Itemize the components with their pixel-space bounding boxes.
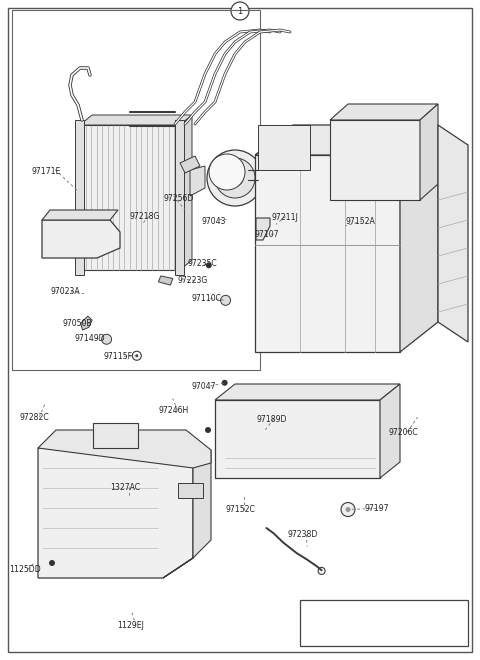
Text: 97115F: 97115F: [103, 352, 132, 361]
Text: - NOTE -: - NOTE -: [304, 608, 334, 614]
Polygon shape: [330, 104, 438, 120]
Text: ~: ~: [410, 630, 416, 639]
Polygon shape: [438, 125, 468, 342]
Circle shape: [418, 628, 431, 641]
Polygon shape: [330, 120, 420, 200]
Text: 97197: 97197: [365, 504, 389, 513]
Circle shape: [209, 154, 245, 190]
Circle shape: [215, 158, 255, 198]
Polygon shape: [175, 120, 184, 275]
Polygon shape: [158, 276, 173, 285]
Polygon shape: [258, 125, 310, 170]
Polygon shape: [256, 218, 270, 240]
Text: 97189D: 97189D: [257, 414, 288, 424]
Polygon shape: [400, 125, 438, 352]
Text: 97023A: 97023A: [50, 287, 80, 296]
Circle shape: [205, 427, 211, 433]
Circle shape: [222, 379, 228, 386]
Text: 97152A: 97152A: [346, 216, 375, 226]
Text: 97050B: 97050B: [62, 319, 92, 328]
Polygon shape: [255, 155, 400, 352]
Text: 1: 1: [238, 7, 242, 15]
Circle shape: [49, 560, 55, 566]
Circle shape: [227, 170, 243, 186]
Text: 97152C: 97152C: [226, 505, 255, 514]
Circle shape: [274, 220, 278, 226]
Polygon shape: [163, 450, 211, 578]
Polygon shape: [180, 156, 200, 173]
Circle shape: [341, 502, 355, 517]
Circle shape: [231, 2, 249, 20]
Text: 97256D: 97256D: [163, 193, 193, 203]
Circle shape: [135, 354, 138, 357]
Text: 97235C: 97235C: [187, 259, 217, 269]
Text: 97149D: 97149D: [74, 334, 105, 343]
Circle shape: [102, 334, 111, 345]
Text: 1129EJ: 1129EJ: [118, 621, 144, 630]
Text: 2: 2: [422, 632, 426, 637]
Polygon shape: [180, 115, 192, 270]
Polygon shape: [38, 448, 193, 578]
Text: 97246H: 97246H: [158, 406, 189, 415]
Text: THE NO. 97105B:: THE NO. 97105B:: [304, 632, 367, 638]
Polygon shape: [42, 220, 120, 258]
Polygon shape: [80, 115, 192, 125]
Polygon shape: [38, 430, 211, 468]
Text: 1327AC: 1327AC: [110, 482, 141, 492]
Text: 97047: 97047: [192, 381, 216, 391]
Bar: [12, 10, 260, 370]
Circle shape: [221, 295, 230, 306]
Text: 97110C: 97110C: [192, 294, 222, 303]
Polygon shape: [255, 125, 438, 155]
Text: 97206C: 97206C: [389, 428, 419, 437]
Circle shape: [346, 507, 350, 512]
Polygon shape: [93, 423, 138, 448]
Circle shape: [207, 150, 263, 206]
Polygon shape: [42, 210, 118, 220]
Polygon shape: [190, 166, 205, 196]
Polygon shape: [420, 104, 438, 200]
Text: 97171E: 97171E: [31, 167, 60, 176]
Text: 97282C: 97282C: [19, 412, 49, 422]
Text: 97211J: 97211J: [271, 213, 298, 222]
Polygon shape: [300, 600, 468, 646]
Circle shape: [206, 262, 212, 269]
Polygon shape: [380, 384, 400, 478]
Polygon shape: [215, 400, 380, 478]
Text: 97218G: 97218G: [130, 212, 160, 221]
Text: 1: 1: [401, 632, 405, 637]
Circle shape: [396, 628, 409, 641]
Polygon shape: [81, 316, 92, 330]
Polygon shape: [80, 125, 180, 270]
Polygon shape: [75, 120, 84, 275]
Text: 97223G: 97223G: [178, 276, 208, 285]
Polygon shape: [178, 483, 203, 498]
Polygon shape: [215, 384, 400, 400]
Text: 97043: 97043: [202, 216, 226, 226]
Text: 97238D: 97238D: [288, 530, 318, 539]
Text: 1125DD: 1125DD: [9, 565, 40, 574]
Circle shape: [261, 231, 265, 236]
Text: 97107: 97107: [254, 230, 279, 239]
